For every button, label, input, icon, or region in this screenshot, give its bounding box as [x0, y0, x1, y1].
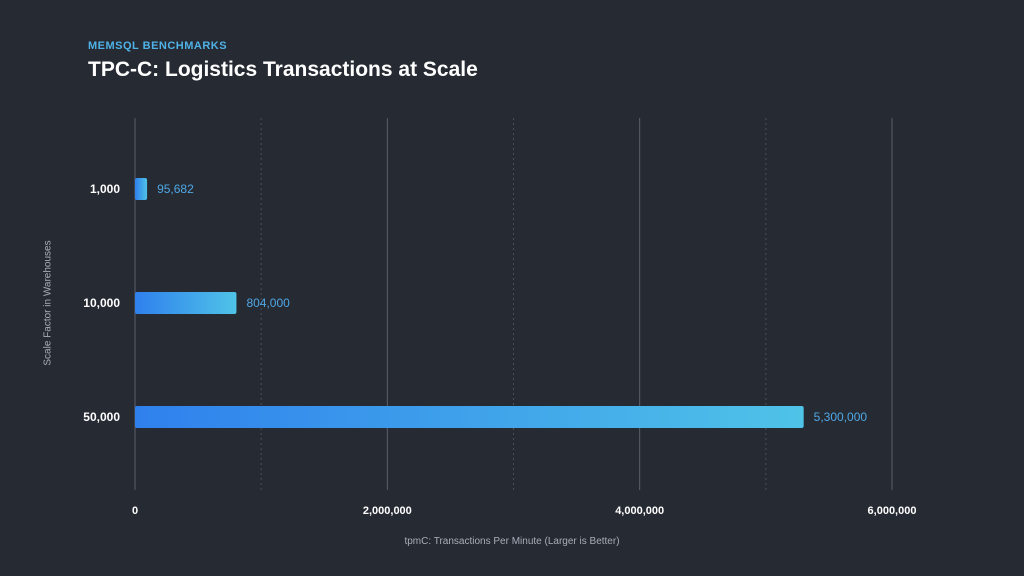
value-label: 95,682: [157, 182, 194, 196]
x-tick-label: 0: [132, 505, 138, 517]
labels: 0 2,000,000 4,000,000 6,000,000 1,000 95,682 1…: [83, 182, 916, 517]
bar: [135, 406, 804, 428]
value-label: 5,300,000: [814, 410, 868, 424]
x-tick-label: 6,000,000: [868, 505, 917, 517]
x-tick-label: 4,000,000: [615, 505, 664, 517]
value-label: 804,000: [246, 296, 290, 310]
chart-eyebrow: MEMSQL BENCHMARKS: [88, 40, 228, 52]
category-label: 10,000: [83, 296, 120, 310]
chart-title: TPC-C: Logistics Transactions at Scale: [88, 58, 478, 81]
category-label: 50,000: [83, 410, 120, 424]
x-tick-label: 2,000,000: [363, 505, 412, 517]
bar: [135, 292, 237, 314]
bars: [135, 178, 804, 428]
category-label: 1,000: [90, 182, 120, 196]
x-axis-label: tpmC: Transactions Per Minute (Larger is…: [404, 536, 620, 547]
bar: [135, 178, 148, 200]
